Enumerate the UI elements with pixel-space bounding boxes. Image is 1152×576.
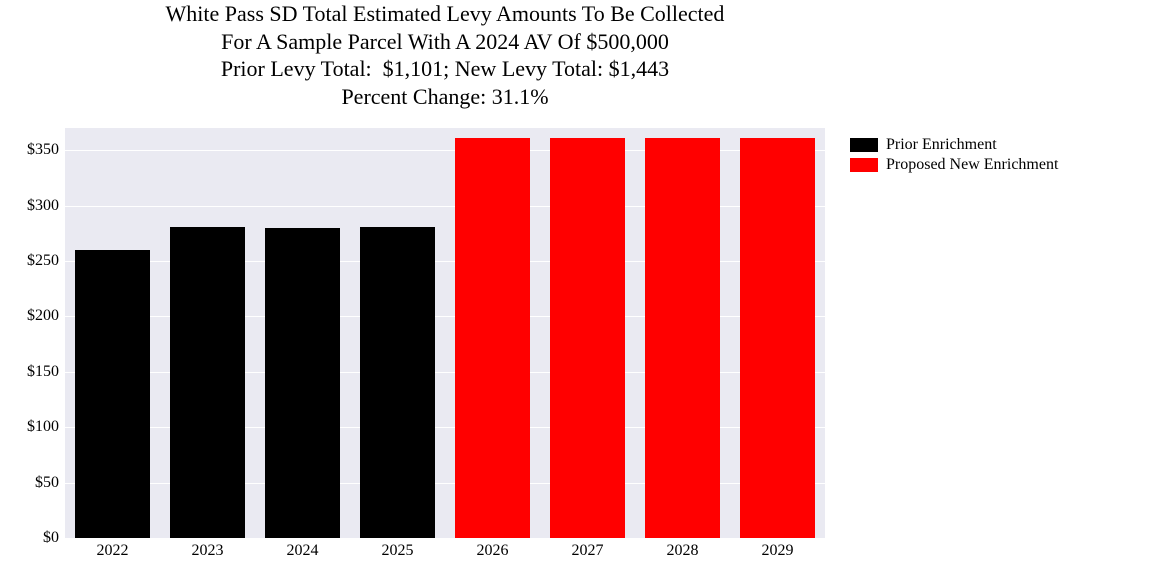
x-tick-label: 2022: [97, 538, 129, 560]
y-tick-label: $150: [27, 363, 65, 381]
x-tick-label: 2024: [287, 538, 319, 560]
chart-title: White Pass SD Total Estimated Levy Amoun…: [65, 0, 825, 110]
x-tick-label: 2028: [667, 538, 699, 560]
title-line-1: White Pass SD Total Estimated Levy Amoun…: [65, 0, 825, 28]
bar: [645, 138, 719, 538]
y-tick-label: $250: [27, 252, 65, 270]
bar: [550, 138, 624, 538]
bar: [455, 138, 529, 538]
gridline: [65, 538, 825, 539]
title-line-3: Prior Levy Total: $1,101; New Levy Total…: [65, 55, 825, 83]
bar: [170, 227, 244, 538]
x-tick-label: 2029: [762, 538, 794, 560]
title-line-2: For A Sample Parcel With A 2024 AV Of $5…: [65, 28, 825, 56]
legend-item: Prior Enrichment: [850, 136, 1058, 154]
bar: [740, 138, 814, 538]
x-tick-label: 2027: [572, 538, 604, 560]
x-tick-label: 2025: [382, 538, 414, 560]
legend: Prior Enrichment Proposed New Enrichment: [850, 136, 1058, 176]
y-tick-label: $100: [27, 418, 65, 436]
plot-area: $0$50$100$150$200$250$300$35020222023202…: [65, 128, 825, 538]
bar: [360, 227, 434, 538]
title-line-4: Percent Change: 31.1%: [65, 83, 825, 111]
y-tick-label: $50: [35, 474, 65, 492]
x-tick-label: 2026: [477, 538, 509, 560]
legend-label: Proposed New Enrichment: [886, 156, 1058, 174]
legend-label: Prior Enrichment: [886, 136, 997, 154]
bar: [265, 228, 339, 538]
legend-item: Proposed New Enrichment: [850, 156, 1058, 174]
y-tick-label: $0: [43, 529, 65, 547]
legend-swatch: [850, 158, 878, 172]
y-tick-label: $350: [27, 141, 65, 159]
bar: [75, 250, 149, 538]
legend-swatch: [850, 138, 878, 152]
y-tick-label: $200: [27, 307, 65, 325]
y-tick-label: $300: [27, 197, 65, 215]
x-tick-label: 2023: [192, 538, 224, 560]
